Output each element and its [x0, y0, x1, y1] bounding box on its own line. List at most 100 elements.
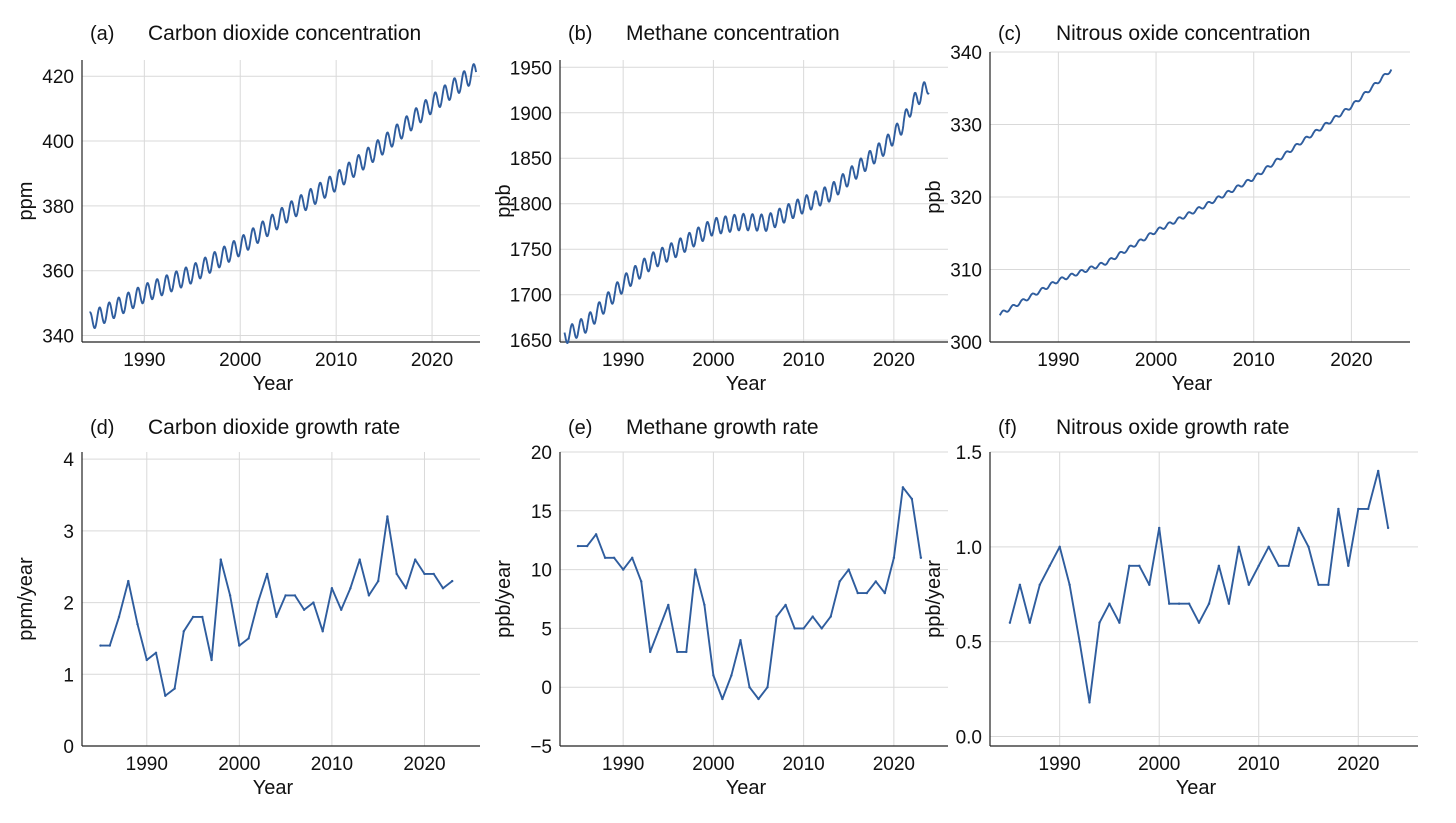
data-point: [883, 591, 886, 595]
panel-f: 1990 2000 2010 2020 0.0 0.5 1.0 1.5 Year ppb/year…: [923, 416, 1418, 799]
y-tick-label: 15: [531, 502, 552, 523]
data-point: [1168, 602, 1171, 605]
x-tick-label: 2000: [692, 754, 734, 775]
x-tick-label: 2020: [1337, 754, 1379, 775]
y-tick-label: 300: [950, 333, 982, 354]
y-tick-label: 1800: [510, 195, 552, 216]
data-point: [694, 568, 697, 571]
data-point: [847, 568, 850, 571]
data-point: [649, 650, 652, 654]
data-point: [182, 630, 185, 633]
panel-letter: (c): [998, 23, 1021, 45]
y-tick-label: 320: [950, 188, 982, 209]
data-point: [284, 594, 287, 597]
data-point: [1277, 564, 1280, 567]
data-point: [594, 533, 598, 536]
panel-d: 1990 2000 2010 2020 0 1 2 3 4 Year ppm/year (d) Carb…: [15, 416, 480, 799]
data-point: [685, 650, 688, 654]
data-point: [145, 658, 148, 662]
y-tick-label: 20: [531, 443, 552, 464]
panel-letter: (d): [90, 417, 114, 439]
data-point: [1118, 621, 1121, 624]
data-point: [730, 674, 733, 677]
series-line: [89, 63, 478, 329]
panel-title: Methane growth rate: [626, 416, 819, 439]
data-point: [330, 587, 334, 590]
data-point: [414, 558, 417, 561]
data-point: [676, 650, 679, 654]
data-point: [191, 615, 195, 619]
panel-title: Nitrous oxide growth rate: [1056, 416, 1289, 439]
y-tick-label: 400: [42, 132, 74, 153]
x-tick-label: 2020: [873, 350, 915, 371]
panel-title: Carbon dioxide concentration: [148, 22, 421, 45]
data-point: [712, 674, 715, 677]
series-line: [578, 486, 922, 700]
y-tick-label: 0.0: [956, 728, 982, 749]
x-axis-label: Year: [1172, 373, 1213, 395]
series-line: [100, 515, 453, 697]
data-point: [321, 630, 324, 633]
data-point: [838, 580, 841, 583]
data-point: [256, 601, 260, 604]
y-tick-label: 1900: [510, 104, 552, 125]
data-point: [739, 639, 742, 642]
data-point: [658, 627, 661, 630]
data-point: [829, 615, 832, 618]
data-point: [238, 644, 241, 647]
x-tick-label: 2010: [315, 350, 357, 371]
data-point: [441, 587, 445, 590]
data-point: [1337, 507, 1340, 511]
y-tick-label: 2: [63, 594, 74, 615]
data-point: [1038, 583, 1042, 586]
series-line: [1008, 470, 1390, 704]
panel-letter: (a): [90, 23, 114, 45]
series-line: [563, 81, 930, 344]
y-axis-label: ppb/year: [923, 560, 945, 638]
y-tick-label: 10: [531, 561, 552, 582]
data-point: [293, 594, 297, 597]
panel-title: Methane concentration: [626, 22, 840, 45]
data-point: [1317, 583, 1320, 586]
data-point: [377, 579, 380, 583]
data-point: [1028, 621, 1032, 624]
data-point: [340, 608, 343, 611]
data-point: [901, 486, 905, 489]
data-point: [802, 627, 805, 630]
data-point: [766, 686, 769, 689]
y-tick-label: 340: [950, 43, 982, 64]
data-point: [703, 603, 706, 607]
data-point: [358, 558, 361, 561]
data-point: [784, 603, 787, 607]
y-axis-label: ppb: [493, 184, 515, 217]
data-point: [757, 697, 760, 701]
x-tick-label: 2010: [1238, 754, 1280, 775]
y-tick-label: 4: [63, 450, 74, 471]
data-point: [228, 594, 232, 597]
data-point: [576, 544, 580, 548]
data-point: [874, 580, 877, 583]
y-tick-label: 1650: [510, 331, 552, 352]
data-point: [1267, 545, 1270, 548]
y-tick-label: 0.5: [956, 633, 982, 654]
data-point: [1297, 526, 1300, 530]
y-axis-label: ppm: [15, 182, 37, 221]
data-point: [1068, 583, 1071, 586]
data-point: [1227, 602, 1231, 605]
x-tick-label: 2000: [219, 350, 261, 371]
data-point: [173, 687, 176, 690]
y-axis-label: ppb: [923, 180, 945, 213]
data-point: [748, 686, 751, 689]
x-tick-label: 2020: [411, 350, 453, 371]
y-tick-label: 420: [42, 67, 74, 88]
x-tick-label: 1990: [602, 350, 644, 371]
y-tick-label: 360: [42, 262, 74, 283]
y-tick-label: 1950: [510, 58, 552, 79]
data-point: [210, 658, 213, 662]
data-point: [164, 694, 167, 697]
data-point: [1217, 564, 1221, 567]
data-point: [919, 556, 923, 559]
x-axis-label: Year: [253, 777, 294, 799]
data-point: [1158, 526, 1161, 530]
